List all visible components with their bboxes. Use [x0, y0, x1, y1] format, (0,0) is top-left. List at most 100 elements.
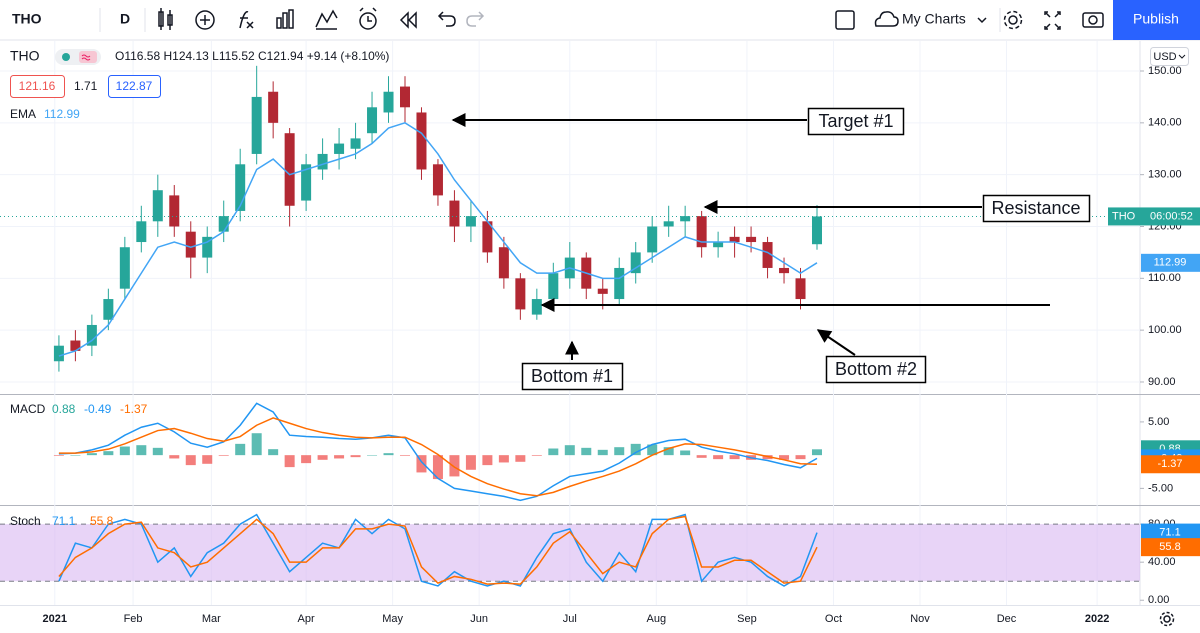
candle-body	[103, 299, 114, 320]
candle-body	[86, 324, 97, 346]
toolbar	[0, 0, 1200, 40]
histogram-bar	[367, 455, 378, 456]
x-tick-label: 2021	[43, 613, 67, 625]
histogram-bar	[581, 447, 592, 456]
ema-legend-value: 112.99	[44, 107, 80, 121]
candle-body	[251, 96, 262, 154]
annotation-label: Resistance	[991, 198, 1080, 218]
bottom2-arrow[interactable]	[816, 329, 856, 356]
annotation-box[interactable]	[825, 355, 927, 384]
histogram-bar	[334, 455, 345, 459]
stoch-band	[0, 524, 1140, 582]
settings-button[interactable]	[1003, 10, 1023, 30]
candle-body	[350, 138, 361, 149]
candle-body	[416, 112, 427, 170]
annotation-box[interactable]	[982, 194, 1091, 223]
candle-body	[647, 226, 658, 253]
macd-legend-signal: -1.37	[120, 402, 148, 416]
annotation-box[interactable]	[807, 107, 905, 136]
compare-button[interactable]	[315, 9, 338, 30]
templates-button[interactable]	[276, 9, 294, 29]
candle-body	[136, 221, 147, 243]
currency-button[interactable]	[1150, 47, 1189, 66]
histogram-bar	[383, 453, 394, 456]
publish-button[interactable]	[1113, 0, 1200, 40]
delay-icon	[81, 54, 91, 61]
annotation-label: Bottom #1	[531, 366, 613, 386]
last-price-badge-bg	[1108, 207, 1200, 226]
candle-body	[218, 216, 229, 232]
indicator-line	[58, 513, 818, 587]
interval-button[interactable]: D	[120, 11, 130, 27]
publish-label[interactable]: Publish	[1133, 11, 1179, 27]
replay-button[interactable]	[399, 11, 417, 29]
last-price-symbol: THO	[1112, 210, 1136, 222]
candle-body	[152, 190, 163, 222]
x-tick-label: Dec	[997, 613, 1017, 625]
undo-button[interactable]	[437, 11, 456, 27]
annotation-box[interactable]	[521, 362, 624, 391]
candle-body	[515, 278, 526, 310]
indicator-badge-bg	[1141, 538, 1200, 557]
histogram-bar	[251, 433, 262, 456]
candle-body	[119, 247, 130, 289]
indicator-badge: 71.1	[1159, 527, 1180, 539]
indicators-add-button[interactable]	[195, 10, 215, 30]
candle-body	[729, 236, 740, 243]
candle-body	[746, 236, 757, 243]
indicators-button[interactable]	[239, 11, 254, 29]
candle-body	[762, 242, 773, 268]
symbol-button[interactable]: THO	[12, 11, 42, 27]
alert-button[interactable]	[359, 7, 377, 30]
y-tick-label: -5.00	[1148, 482, 1173, 494]
ema-badge-bg	[1141, 253, 1200, 272]
indicator-badge: 55.8	[1159, 541, 1180, 553]
annotation-boxes: Target #1 Resistance Bottom #1 Bottom #2	[521, 107, 1091, 391]
redo-button[interactable]	[466, 11, 485, 27]
last-price-countdown: 06:00:52	[1150, 210, 1193, 222]
candle-body	[367, 107, 378, 134]
x-tick-label: Apr	[298, 613, 315, 625]
candle-body	[301, 164, 312, 201]
candle-body	[235, 164, 246, 211]
sell-button[interactable]	[10, 75, 65, 98]
legend: THO O116.58 H124.13 L115.52 C121.94 +9.1…	[10, 48, 389, 528]
histogram-bar	[515, 455, 526, 462]
annotation-label: Target #1	[818, 111, 893, 131]
y-tick-label: 5.00	[1148, 416, 1169, 428]
histogram-bar	[70, 455, 81, 456]
x-tick-label: Sep	[737, 613, 757, 625]
histogram-bar	[152, 447, 163, 456]
stoch-legend-k: 71.1	[52, 514, 76, 528]
candle-body	[482, 221, 493, 253]
candle-body	[795, 278, 806, 300]
snapshot-button[interactable]	[1082, 12, 1104, 28]
histogram-bar	[811, 449, 822, 456]
candle-body	[268, 91, 279, 123]
y-tick-label: 100.00	[1148, 324, 1182, 336]
bid-price[interactable]: 121.16	[19, 79, 56, 93]
histogram-bar	[449, 455, 460, 477]
x-tick-label: Jun	[470, 613, 488, 625]
candle-body	[630, 252, 641, 274]
candle-body	[53, 345, 64, 362]
histogram-bar	[696, 455, 707, 458]
legend-ohlc: O116.58 H124.13 L115.52 C121.94 +9.14 (+…	[115, 49, 389, 63]
histogram-bar	[185, 455, 196, 466]
x-tick-label: Feb	[124, 613, 143, 625]
layout-menu-arrow[interactable]	[977, 17, 987, 24]
histogram-bar	[729, 455, 740, 460]
candle-body	[202, 236, 213, 258]
candle-body	[779, 267, 790, 274]
chart-type-button[interactable]	[158, 8, 173, 30]
ask-price[interactable]: 122.87	[116, 79, 153, 93]
layout-button[interactable]	[835, 10, 855, 30]
histogram-bar	[482, 455, 493, 466]
candle-body	[449, 200, 460, 227]
cloud-icon[interactable]	[874, 11, 899, 27]
layout-name[interactable]: My Charts	[902, 11, 966, 27]
fullscreen-button[interactable]	[1044, 11, 1061, 30]
histogram-bar	[103, 451, 114, 456]
axis-settings-button[interactable]	[1159, 611, 1175, 627]
buy-button[interactable]	[108, 75, 161, 98]
